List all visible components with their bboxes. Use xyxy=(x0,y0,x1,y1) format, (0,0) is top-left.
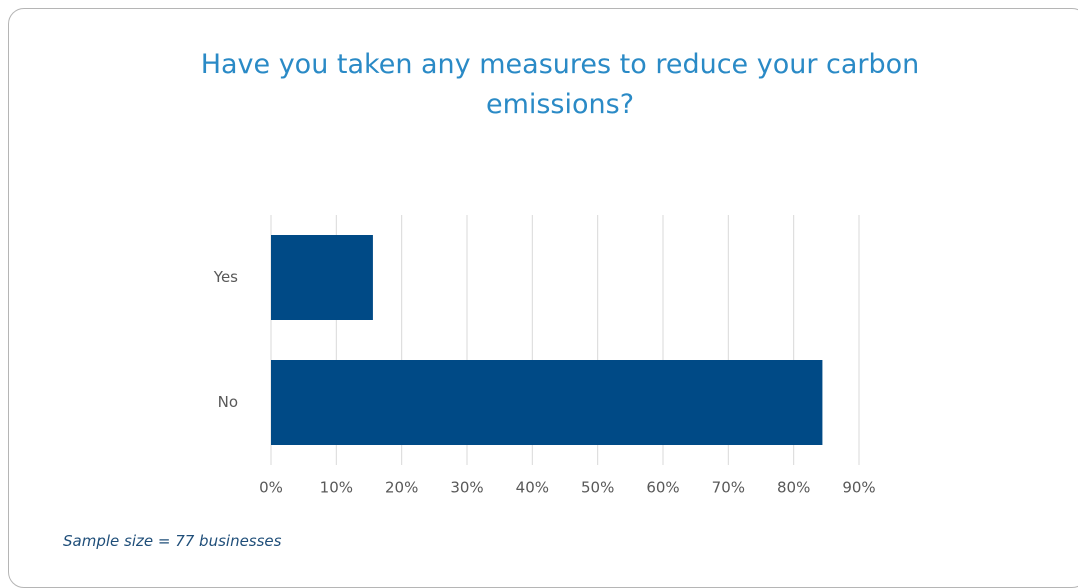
page: {"chart_data": {"type": "bar", "orientat… xyxy=(8,8,1078,588)
x-tick-label: 90% xyxy=(842,479,875,497)
x-tick-label: 80% xyxy=(777,479,810,497)
x-tick-label: 60% xyxy=(646,479,679,497)
bar xyxy=(271,235,373,320)
chart-title: Have you taken any measures to reduce yo… xyxy=(200,49,920,120)
x-tick-label: 10% xyxy=(320,479,353,497)
x-tick-label: 70% xyxy=(712,479,745,497)
y-tick-label: No xyxy=(218,393,238,411)
bar xyxy=(271,360,823,445)
x-tick-label: 0% xyxy=(259,479,283,497)
x-tick-label: 30% xyxy=(450,479,483,497)
chart: 0% 10% 20% 30% 40% 50% 60% 70% 80% 90% Yes No xyxy=(213,215,876,497)
y-tick-label: Yes xyxy=(213,268,238,286)
x-tick-label: 50% xyxy=(581,479,614,497)
x-tick-label: 20% xyxy=(385,479,418,497)
x-tick-label: 40% xyxy=(516,479,549,497)
sample-note: Sample size = 77 businesses xyxy=(63,532,282,550)
